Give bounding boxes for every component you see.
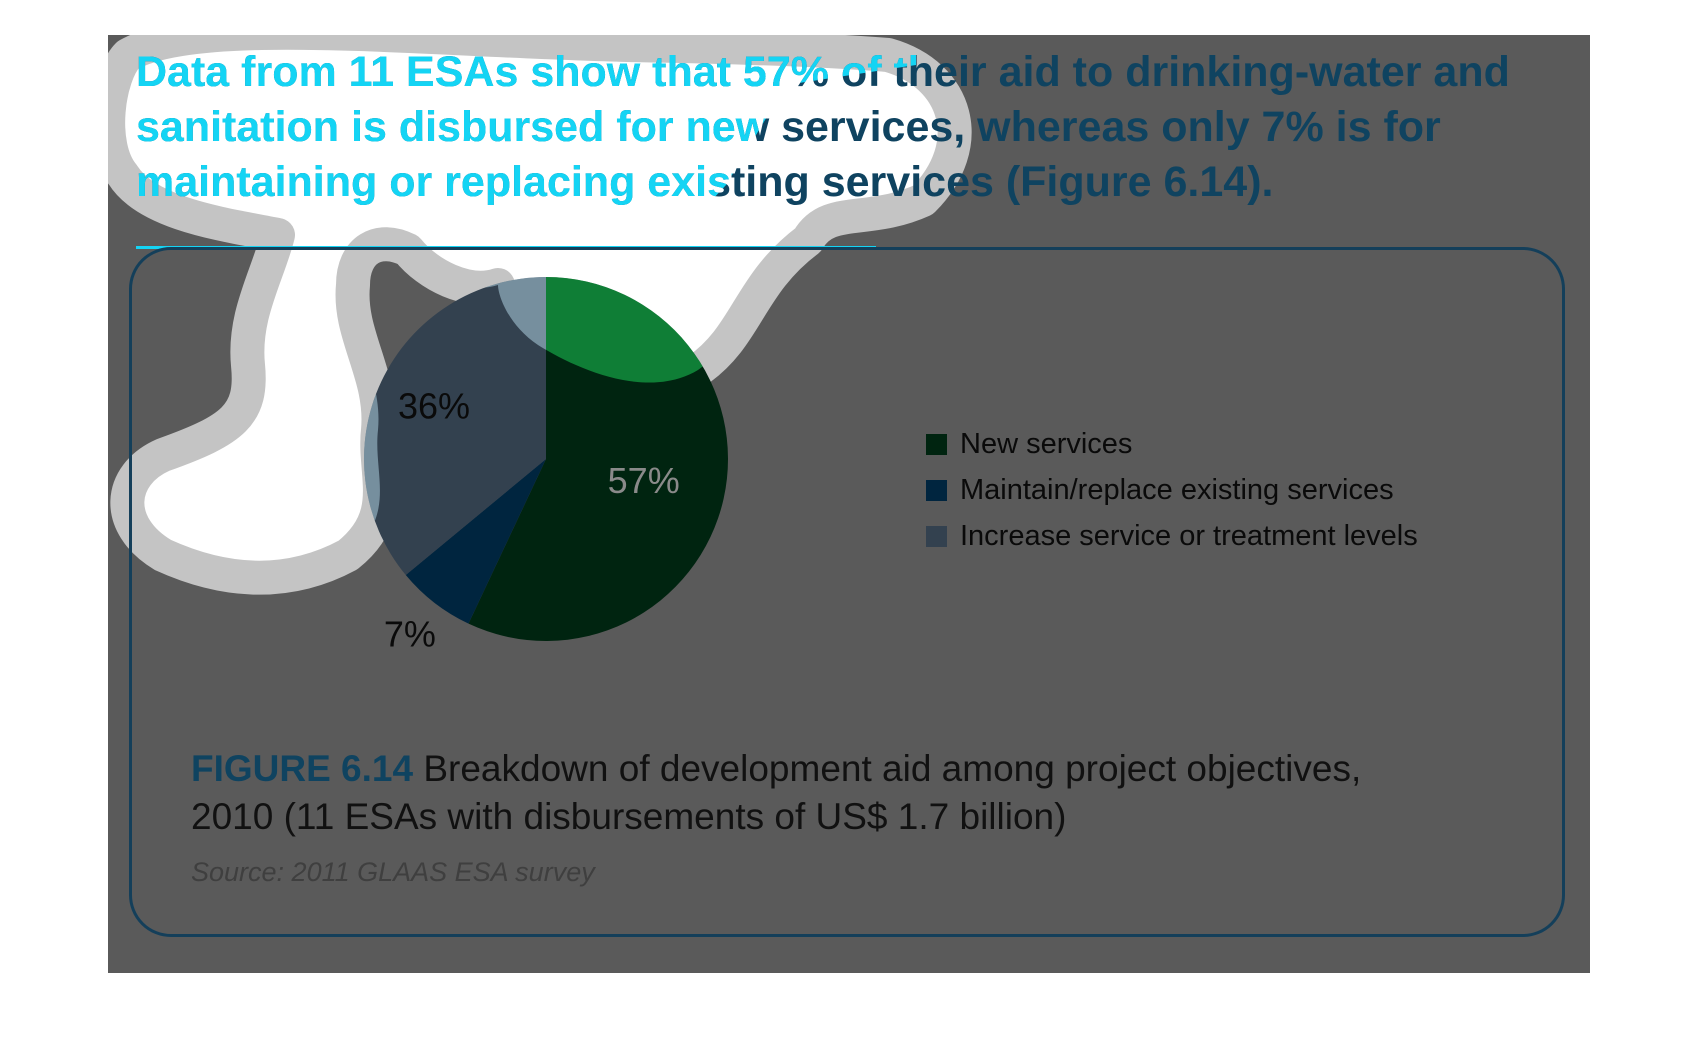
legend: New services Maintain/replace existing se… — [926, 421, 1418, 559]
pie-data-label-increase-service-or-treatment-levels: 36% — [398, 385, 470, 426]
pie-slice-maintain-replace-existing-services — [405, 459, 546, 624]
legend-swatch — [926, 479, 947, 501]
legend-item-increase-service-or-treatment-levels: Increase service or treatment levels — [926, 513, 1418, 559]
legend-label: Maintain/replace existing services — [960, 473, 1394, 506]
pie-chart: 57% 7% 36% — [364, 277, 728, 654]
figure-label: FIGURE 6.14 — [191, 748, 414, 789]
legend-item-maintain-replace-existing-services: Maintain/replace existing services — [926, 467, 1418, 513]
figure-caption-text: Breakdown of development aid among proje… — [191, 748, 1362, 837]
legend-item-new-services: New services — [926, 421, 1418, 467]
figure-source: Source: 2011 GLAAS ESA survey — [191, 857, 595, 887]
pie-slice-new-services — [468, 277, 728, 641]
pie-data-labels: 57% 7% 36% — [384, 385, 680, 654]
pie-slice-increase-service-or-treatment-levels — [364, 277, 546, 576]
legend-label: New services — [960, 427, 1133, 460]
pie-data-label-new-services: 57% — [608, 460, 680, 501]
legend-swatch — [926, 433, 947, 455]
legend-swatch — [926, 525, 947, 547]
legend-label: Increase service or treatment levels — [960, 519, 1418, 552]
pie-slices — [364, 277, 728, 641]
figure-panel: Data from 11 ESAs show that 57% of their… — [108, 35, 1590, 973]
figure-caption: FIGURE 6.14 Breakdown of development aid… — [191, 745, 1451, 841]
figure-frame — [129, 247, 1565, 937]
headline: Data from 11 ESAs show that 57% of their… — [136, 48, 1510, 206]
pie-data-label-maintain-replace-existing-services: 7% — [384, 613, 436, 654]
